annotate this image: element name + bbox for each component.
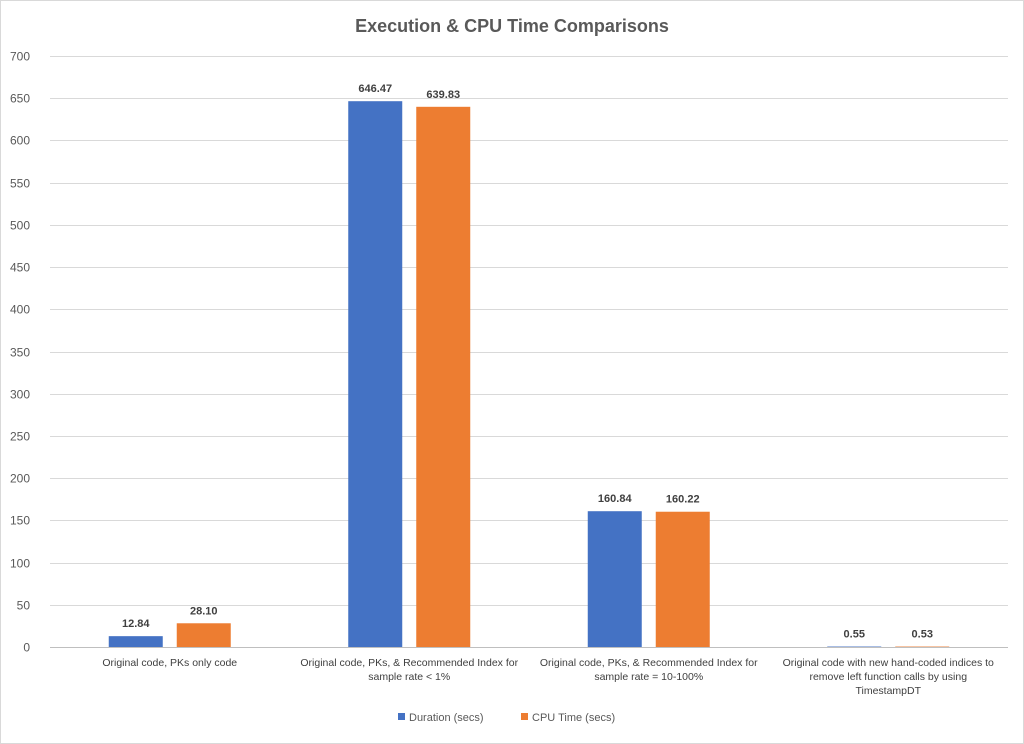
y-tick-label: 400 — [10, 303, 30, 317]
y-tick-label: 150 — [10, 514, 30, 528]
y-tick-label: 350 — [10, 346, 30, 360]
bar-duration — [108, 636, 163, 647]
bar-duration — [587, 511, 642, 647]
bar-cpu-time — [416, 106, 471, 648]
y-tick-label: 200 — [10, 472, 30, 486]
y-tick-label: 700 — [10, 50, 30, 64]
data-label: 12.84 — [122, 618, 150, 630]
y-tick-label: 250 — [10, 430, 30, 444]
y-tick-label: 650 — [10, 92, 30, 106]
data-label: 160.22 — [666, 494, 700, 506]
legend-swatch — [398, 713, 405, 720]
x-category-label: Original code, PKs only code — [102, 657, 237, 669]
x-category-label: Original code, PKs, & Recommended Index … — [540, 657, 758, 669]
y-tick-label: 100 — [10, 557, 30, 571]
y-tick-label: 550 — [10, 177, 30, 191]
x-axis-categories: Original code, PKs only code Original cod… — [102, 657, 994, 697]
x-category-label: TimestampDT — [855, 685, 921, 697]
y-axis-ticks: 0 50 100 150 200 250 300 350 400 450 500 550 600 650 7… — [10, 50, 30, 655]
data-label: 28.10 — [190, 605, 218, 617]
y-tick-label: 500 — [10, 219, 30, 233]
x-category-label: sample rate < 1% — [368, 671, 450, 683]
data-label: 160.84 — [598, 493, 633, 505]
bar-duration — [348, 101, 403, 648]
x-category-label: remove left function calls by using — [809, 671, 967, 683]
bar-cpu-time — [655, 511, 710, 647]
legend: Duration (secs) CPU Time (secs) — [398, 712, 615, 724]
y-tick-label: 600 — [10, 134, 30, 148]
y-tick-label: 50 — [17, 599, 31, 613]
bars — [108, 101, 950, 648]
y-tick-label: 0 — [23, 641, 30, 655]
bar-cpu-time — [176, 623, 231, 647]
x-category-label: Original code, PKs, & Recommended Index … — [300, 657, 518, 669]
legend-swatch — [521, 713, 528, 720]
y-tick-label: 300 — [10, 388, 30, 402]
y-tick-label: 450 — [10, 261, 30, 275]
legend-label: Duration (secs) — [409, 712, 484, 724]
data-labels: 12.84 28.10 646.47 639.83 160.84 160.22 0.55 0.… — [122, 83, 933, 640]
data-label: 646.47 — [358, 83, 392, 95]
x-category-label: Original code with new hand-coded indice… — [783, 657, 994, 669]
x-category-label: sample rate = 10-100% — [594, 671, 703, 683]
data-label: 639.83 — [426, 89, 460, 101]
legend-label: CPU Time (secs) — [532, 712, 615, 724]
data-label: 0.53 — [912, 629, 933, 641]
gridlines — [50, 56, 1008, 648]
data-label: 0.55 — [844, 629, 865, 641]
chart-title: Execution & CPU Time Comparisons — [355, 16, 669, 36]
